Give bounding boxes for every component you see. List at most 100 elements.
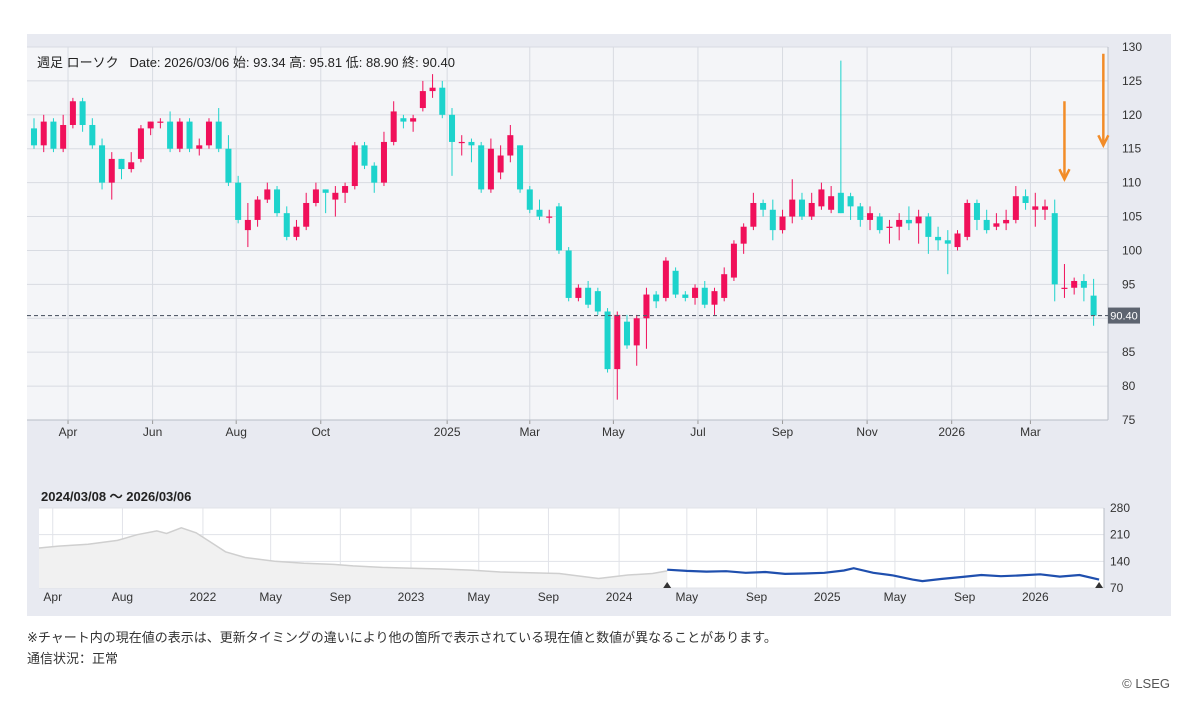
x-tick-label: Nov [856,425,877,439]
candlestick-chart[interactable]: 7580859095100105110115120125130AprJunAug… [27,34,1171,464]
candle [935,226,942,251]
candle [692,284,699,305]
candle [915,209,922,244]
candle-body [312,189,319,203]
candle [167,111,174,153]
candle-body [235,182,242,220]
candle-body [1022,196,1029,203]
candle [779,209,786,234]
candle-body [1032,206,1039,210]
candle-body [925,216,932,237]
candle [1061,264,1068,298]
candle [419,80,426,112]
open-label: 始: [232,55,250,70]
candle [157,118,164,129]
candle [565,247,572,302]
candle-body [439,87,446,115]
candle [925,213,932,254]
candle-body [1090,295,1097,316]
candle [235,175,242,224]
candle-body [89,124,96,146]
candle [468,138,475,163]
arrow-head [1058,168,1071,183]
candle-body [944,240,951,244]
candle-body [108,158,115,183]
candle [108,152,115,200]
candle [585,280,592,309]
candle [1032,192,1039,227]
low-label: 低: [345,55,363,70]
x-tick-label: Oct [311,425,330,439]
x-tick-label: May [602,425,625,439]
candle-body [215,121,222,149]
candle-body [536,209,543,217]
arrow-head [1097,134,1110,149]
low-value: 88.90 [365,55,399,70]
navigator-history-line [38,527,668,580]
x-tick-label: Mar [519,425,540,439]
candle [750,192,757,231]
candle [672,267,679,298]
candle-body [867,213,874,220]
candle [896,213,903,241]
candle [351,141,358,190]
candle-body [1071,280,1078,288]
candle [176,118,183,153]
candle-body [205,121,212,146]
candle-body [594,291,601,312]
candle-body [1041,206,1049,210]
candle-body [973,202,980,220]
candle-body [448,114,456,142]
candle-body [264,189,271,200]
candle-body [40,121,47,146]
candle [730,240,737,281]
candle [128,152,135,173]
candle [1022,189,1029,210]
date-value: 2026/03/06 [164,55,230,70]
high-label: 高: [289,55,306,70]
candle [867,206,874,231]
x-tick-label: 2025 [434,425,461,439]
candle-body [429,87,436,92]
navigator-range-label: 2024/03/08 〜 2026/03/06 [41,489,192,504]
high-value: 95.81 [309,55,343,70]
navigator-selected-line [667,567,1100,583]
candle-body [361,145,368,166]
candle-body [478,145,485,190]
candle-body [682,294,689,298]
x-tick-label: Jun [143,425,162,439]
candle-body [118,158,125,170]
x-tick-label: Jul [690,425,705,439]
date-label: Date: [129,55,161,70]
candle-body [244,219,251,231]
candle [361,141,368,170]
candle [604,308,611,373]
navigator-range-handle [663,582,672,588]
candle [429,74,436,98]
y-tick-label: 100 [1122,243,1142,257]
navigator-x-tick-label: Sep [954,590,976,604]
close-value: 90.40 [422,55,455,70]
candle [682,291,689,302]
candle-body [798,199,805,217]
candle [857,202,864,227]
candle [380,131,387,187]
candle-body [69,101,76,125]
candle [575,284,582,302]
candle [1080,274,1087,302]
candle [740,223,747,254]
candle-body [99,145,106,183]
candle-body [351,145,358,187]
candle-body [157,121,164,123]
candle [312,182,319,207]
candle-body [283,213,290,237]
candle [99,138,106,190]
candle [721,267,728,302]
plot-area [27,47,1108,420]
navigator-x-tick-label: May [675,590,698,604]
candle-body [79,101,86,125]
candle [332,186,339,217]
candle [30,118,38,149]
navigator-range-handle [1095,582,1104,588]
candle-body [293,226,300,237]
